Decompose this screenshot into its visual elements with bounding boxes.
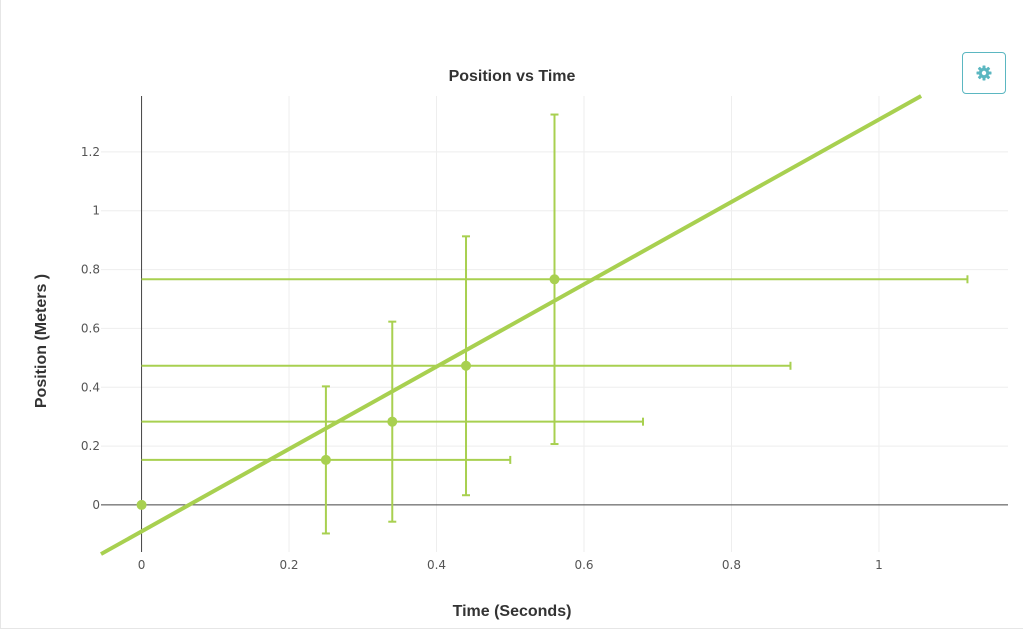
y-axis-title: Position (Meters ) <box>33 274 50 408</box>
y-tick-label: 0.6 <box>81 321 100 335</box>
tick-labels: 0 0.2 0.4 0.6 0.8 1 0 0.2 0.4 0.6 0.8 1 1.2 <box>81 145 883 572</box>
data-points[interactable] <box>136 274 560 510</box>
y-tick-label: 1 <box>92 204 100 218</box>
chart-title: Position vs Time <box>449 68 576 85</box>
x-tick-label: 0.8 <box>722 558 741 572</box>
y-tick-label: 0.2 <box>81 439 100 453</box>
y-tick-label: 0 <box>92 498 100 512</box>
fit-line-layer <box>100 94 923 556</box>
y-tick-label: 1.2 <box>81 145 100 159</box>
data-point[interactable] <box>461 360 472 371</box>
x-tick-label: 0.2 <box>279 558 298 572</box>
x-axis-title: Time (Seconds) <box>453 603 572 620</box>
settings-button[interactable] <box>962 52 1006 94</box>
gear-icon <box>976 65 992 81</box>
data-point[interactable] <box>136 499 147 510</box>
data-point[interactable] <box>549 274 560 285</box>
error-bars <box>141 113 969 535</box>
axes <box>101 96 1008 552</box>
data-point[interactable] <box>387 416 398 427</box>
x-tick-label: 0.6 <box>574 558 593 572</box>
x-tick-label: 0 <box>138 558 146 572</box>
x-tick-label: 0.4 <box>427 558 446 572</box>
data-point[interactable] <box>320 454 331 465</box>
fit-line <box>100 94 923 556</box>
y-tick-label: 0.4 <box>81 380 100 394</box>
y-tick-label: 0.8 <box>81 263 100 277</box>
x-tick-label: 1 <box>875 558 883 572</box>
